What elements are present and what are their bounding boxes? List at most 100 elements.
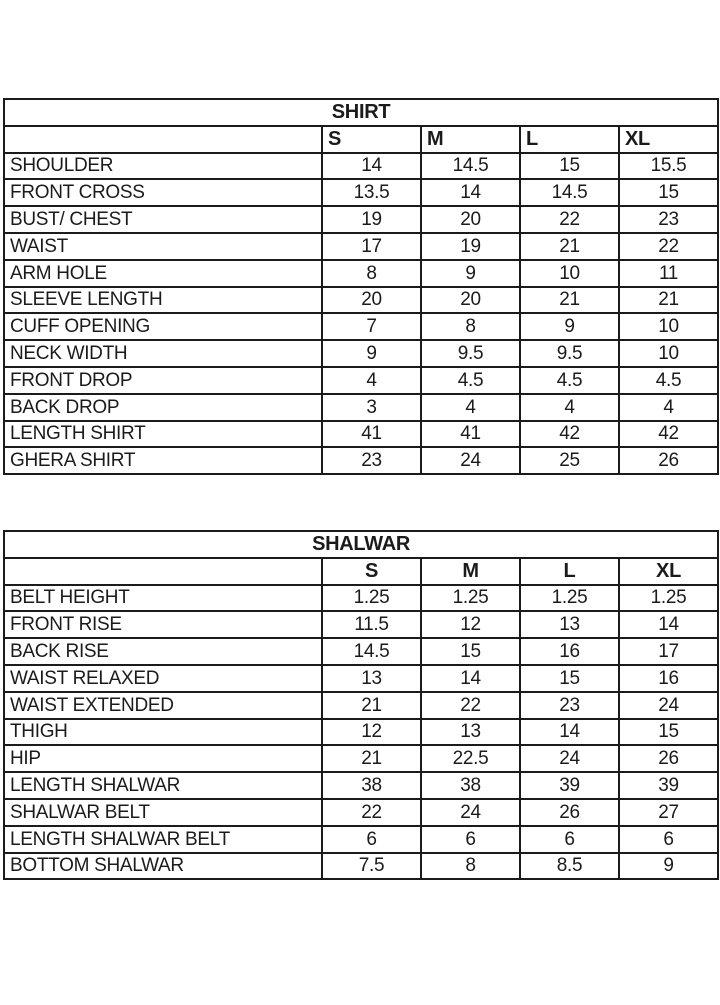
measurement-label-cell: ARM HOLE [3, 258, 323, 288]
table-row: FRONT DROP 4 4.5 4.5 4.5 [3, 365, 720, 395]
measurement-value-cell: 21 [321, 744, 422, 774]
measurement-value-cell: 3 [321, 392, 422, 422]
measurement-value-cell: 4 [321, 365, 422, 395]
measurement-value-cell: 12 [420, 610, 521, 640]
measurement-value-cell: 10 [519, 258, 620, 288]
table-row: FRONT CROSS 13.5 14 14.5 15 [3, 178, 720, 208]
measurement-value-cell: 15 [420, 637, 521, 666]
empty-corner-cell [3, 124, 323, 154]
measurement-value-cell: 25 [519, 446, 620, 476]
measurement-value-cell: 4.5 [519, 365, 620, 395]
measurement-value-cell: 8.5 [519, 851, 620, 881]
shalwar-table-title: SHALWAR [2, 530, 720, 559]
measurement-value-cell: 13.5 [321, 178, 422, 208]
measurement-value-cell: 1.25 [321, 583, 422, 613]
measurement-value-cell: 15 [519, 663, 620, 693]
table-row: LENGTH SHIRT 41 41 42 42 [3, 419, 720, 449]
measurement-value-cell: 8 [420, 851, 521, 881]
measurement-value-cell: 14 [617, 610, 720, 640]
table-row: SHOULDER 14 14.5 15 15.5 [3, 151, 720, 181]
measurement-value-cell: 16 [519, 637, 620, 666]
size-header-xl: XL [617, 124, 720, 154]
measurement-value-cell: 15.5 [617, 151, 720, 181]
measurement-value-cell: 7.5 [321, 851, 422, 881]
measurement-value-cell: 22 [420, 690, 521, 720]
measurement-value-cell: 9 [321, 339, 422, 368]
table-row: WAIST RELAXED 13 14 15 16 [3, 663, 720, 693]
measurement-value-cell: 4.5 [420, 365, 521, 395]
measurement-value-cell: 21 [519, 231, 620, 261]
measurement-value-cell: 22 [321, 797, 422, 827]
size-header-s: S [321, 124, 422, 154]
measurement-value-cell: 9.5 [420, 339, 521, 368]
measurement-value-cell: 24 [420, 446, 521, 476]
measurement-label-cell: WAIST EXTENDED [3, 690, 323, 720]
measurement-value-cell: 12 [321, 717, 422, 747]
measurement-value-cell: 21 [617, 285, 720, 315]
size-header-xl: XL [617, 556, 720, 586]
measurement-value-cell: 13 [519, 610, 620, 640]
measurement-label-cell: HIP [3, 744, 323, 774]
table-row: SLEEVE LENGTH 20 20 21 21 [3, 285, 720, 315]
table-row: CUFF OPENING 7 8 9 10 [3, 312, 720, 342]
measurement-value-cell: 24 [617, 690, 720, 720]
measurement-value-cell: 15 [617, 717, 720, 747]
measurement-value-cell: 24 [420, 797, 521, 827]
measurement-label-cell: FRONT DROP [3, 365, 323, 395]
table-row: BOTTOM SHALWAR 7.5 8 8.5 9 [3, 851, 720, 881]
measurement-value-cell: 9 [420, 258, 521, 288]
measurement-value-cell: 20 [420, 205, 521, 234]
measurement-label-cell: SHALWAR BELT [3, 797, 323, 827]
table-row: BACK RISE 14.5 15 16 17 [3, 637, 720, 666]
measurement-value-cell: 15 [617, 178, 720, 208]
measurement-value-cell: 4 [519, 392, 620, 422]
measurement-value-cell: 24 [519, 744, 620, 774]
measurement-label-cell: BOTTOM SHALWAR [3, 851, 323, 881]
measurement-value-cell: 42 [519, 419, 620, 449]
measurement-value-cell: 8 [420, 312, 521, 342]
measurement-value-cell: 14 [519, 717, 620, 747]
measurement-value-cell: 22 [519, 205, 620, 234]
measurement-value-cell: 23 [617, 205, 720, 234]
shalwar-size-table: SHALWAR S M L XL BELT HEIGHT 1.25 1.25 1.25… [2, 530, 720, 881]
size-header-m: M [420, 556, 521, 586]
measurement-value-cell: 14 [420, 178, 521, 208]
measurement-value-cell: 14.5 [420, 151, 521, 181]
measurement-value-cell: 14 [321, 151, 422, 181]
measurement-value-cell: 6 [519, 824, 620, 854]
measurement-value-cell: 19 [420, 231, 521, 261]
size-header-m: M [420, 124, 521, 154]
measurement-label-cell: LENGTH SHALWAR [3, 771, 323, 800]
measurement-label-cell: CUFF OPENING [3, 312, 323, 342]
measurement-label-cell: LENGTH SHIRT [3, 419, 323, 449]
measurement-value-cell: 20 [420, 285, 521, 315]
table-row: GHERA SHIRT 23 24 25 26 [3, 446, 720, 476]
measurement-label-cell: BUST/ CHEST [3, 205, 323, 234]
measurement-value-cell: 39 [519, 771, 620, 800]
measurement-value-cell: 4 [420, 392, 521, 422]
measurement-value-cell: 1.25 [519, 583, 620, 613]
size-header-l: L [519, 556, 620, 586]
table-row: BUST/ CHEST 19 20 22 23 [3, 205, 720, 234]
measurement-value-cell: 23 [519, 690, 620, 720]
measurement-value-cell: 20 [321, 285, 422, 315]
measurement-value-cell: 9 [617, 851, 720, 881]
measurement-label-cell: WAIST RELAXED [3, 663, 323, 693]
measurement-label-cell: NECK WIDTH [3, 339, 323, 368]
measurement-value-cell: 4 [617, 392, 720, 422]
measurement-label-cell: SLEEVE LENGTH [3, 285, 323, 315]
shirt-table-body: SHIRT S M L XL SHOULDER 14 14.5 15 15.5 FRONT… [2, 98, 720, 476]
size-header-l: L [519, 124, 620, 154]
measurement-value-cell: 16 [617, 663, 720, 693]
measurement-value-cell: 6 [321, 824, 422, 854]
measurement-value-cell: 41 [420, 419, 521, 449]
measurement-value-cell: 38 [420, 771, 521, 800]
measurement-value-cell: 39 [617, 771, 720, 800]
size-header-s: S [321, 556, 422, 586]
measurement-value-cell: 26 [519, 797, 620, 827]
measurement-label-cell: BACK RISE [3, 637, 323, 666]
measurement-value-cell: 19 [321, 205, 422, 234]
empty-corner-cell [3, 556, 323, 586]
measurement-value-cell: 1.25 [420, 583, 521, 613]
measurement-value-cell: 22 [617, 231, 720, 261]
